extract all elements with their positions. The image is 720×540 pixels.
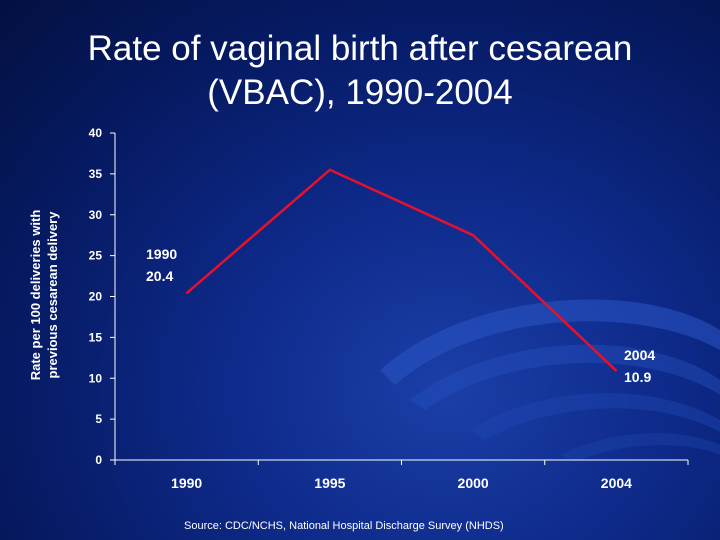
y-tick-label-5: 5 xyxy=(95,412,102,426)
annotation-year-1990: 1990 xyxy=(146,246,177,262)
annotation-year-2004: 2004 xyxy=(624,347,655,363)
title-line-2: (VBAC), 1990-2004 xyxy=(207,73,513,112)
y-tick-label-0: 0 xyxy=(95,453,102,467)
data-point-2000 xyxy=(472,234,474,236)
y-tick-label-25: 25 xyxy=(89,249,103,263)
y-tick-label-35: 35 xyxy=(89,167,103,181)
series-line-vbac-rate xyxy=(185,168,618,372)
data-point-1990 xyxy=(186,292,188,294)
annotation-value-2004: 10.9 xyxy=(624,369,651,385)
data-point-1995 xyxy=(329,169,331,171)
title-line-1: Rate of vaginal birth after cesarean xyxy=(87,29,633,68)
x-tick-label-1990: 1990 xyxy=(171,475,202,491)
y-tick-label-10: 10 xyxy=(89,371,103,385)
y-tick-label-30: 30 xyxy=(89,208,103,222)
x-tick-label-2000: 2000 xyxy=(458,475,489,491)
x-tick-label-2004: 2004 xyxy=(601,475,632,491)
y-tick-label-15: 15 xyxy=(89,330,103,344)
slide-title: Rate of vaginal birth after cesarean (VB… xyxy=(0,27,720,115)
y-tick-label-40: 40 xyxy=(89,126,103,140)
y-tick-label-20: 20 xyxy=(89,290,103,304)
data-point-2004 xyxy=(615,370,617,372)
x-tick-label-1995: 1995 xyxy=(314,475,345,491)
annotation-value-1990: 20.4 xyxy=(146,268,173,284)
source-note: Source: CDC/NCHS, National Hospital Disc… xyxy=(184,520,504,532)
